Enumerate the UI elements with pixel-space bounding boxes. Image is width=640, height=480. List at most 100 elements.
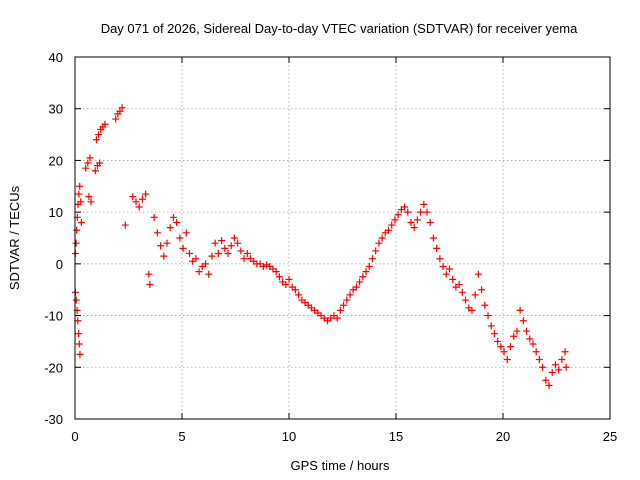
data-point [401,203,409,211]
data-point [95,131,103,139]
data-point [352,283,360,291]
data-point [426,218,434,226]
chart-title: Day 071 of 2026, Sidereal Day-to-day VTE… [101,21,578,36]
data-point [555,366,563,374]
x-tick-label: 0 [71,429,78,444]
data-point [91,167,99,175]
data-point [539,363,547,371]
data-point [535,356,543,364]
data-point [160,252,168,260]
data-point [410,224,418,232]
data-point [166,224,174,232]
y-tick-label: 20 [49,153,63,168]
data-point [478,286,486,294]
y-tick-label: 10 [49,205,63,220]
data-point [561,348,569,356]
data-point [153,229,161,237]
data-point [359,273,367,281]
data-point [484,312,492,320]
data-point [439,262,447,270]
data-point [372,247,380,255]
data-point [562,363,570,371]
data-point [388,221,396,229]
data-point [234,239,242,247]
data-point [208,252,216,260]
data-point [282,281,290,289]
data-point [455,281,463,289]
data-point [173,218,181,226]
y-tick-label: 40 [49,50,63,65]
data-point [458,288,466,296]
data-point [420,200,428,208]
data-point [542,376,550,384]
data-point [340,301,348,309]
data-point [545,381,553,389]
x-tick-label: 5 [178,429,185,444]
y-tick-label: 30 [49,102,63,117]
data-point [526,335,534,343]
data-point [227,242,235,250]
data-point [474,270,482,278]
data-point [75,330,83,338]
data-point [192,255,200,263]
data-point [295,291,303,299]
axis-ticks: 0 5 10 15 20 25 -30 -20 -10 0 10 20 30 40 [44,50,617,444]
data-point [157,242,165,250]
data-point [429,234,437,242]
data-point [77,218,85,226]
data-point [497,343,505,351]
grid-lines [75,57,610,419]
data-point [179,244,187,252]
data-point [185,250,193,258]
data-point [146,281,154,289]
data-point [368,255,376,263]
data-point [142,190,150,198]
data-point [436,255,444,263]
y-tick-label: -20 [44,360,63,375]
data-point [135,203,143,211]
y-tick-label: -30 [44,412,63,427]
data-point [407,218,415,226]
data-point [471,291,479,299]
data-point [259,262,267,270]
data-point [243,250,251,258]
data-point [202,260,210,268]
data-point [163,239,171,247]
data-point [275,273,283,281]
x-tick-label: 20 [496,429,510,444]
data-point [132,198,140,206]
data-point [73,226,81,234]
data-point [77,198,85,206]
data-point [263,261,271,269]
y-axis-label: SDTVAR / TECUs [7,185,22,290]
data-point [551,361,559,369]
data-point [462,296,470,304]
data-point [423,208,431,216]
x-tick-label: 15 [389,429,403,444]
data-point [150,213,158,221]
data-point [413,216,421,224]
data-point [417,208,425,216]
data-point [385,226,393,234]
data-point [75,190,83,198]
data-point [336,306,344,314]
data-point [558,356,566,364]
data-point [506,343,514,351]
data-point [362,268,370,276]
data-point [503,356,511,364]
data-point [87,198,95,206]
data-point [523,327,531,335]
data-point [96,159,104,167]
data-point [92,136,100,144]
data-point [548,368,556,376]
data-point [118,104,126,112]
data-point [487,322,495,330]
data-point [516,306,524,314]
data-point [391,216,399,224]
data-point [176,234,184,242]
data-point [285,275,293,283]
data-point [221,244,229,252]
data-point [138,195,146,203]
data-point [468,306,476,314]
data-point [82,164,90,172]
